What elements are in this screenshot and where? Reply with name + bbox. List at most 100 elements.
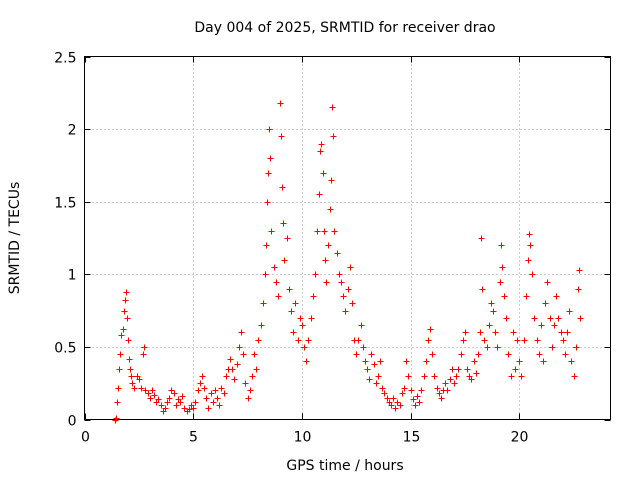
data-point [531,315,538,322]
data-point [121,308,128,315]
data-point [265,170,272,177]
data-point [301,344,308,351]
data-point [179,393,186,400]
data-point [140,351,147,358]
data-point [322,257,329,264]
data-point [238,329,245,336]
data-point [125,337,132,344]
data-point [155,396,162,403]
grid-lines [84,56,611,420]
data-point [151,392,158,399]
x-axis: 0 5 10 15 20 [81,56,528,446]
y-axis: 0 0.5 1 1.5 2 2.5 [54,51,611,430]
data-point [117,351,124,358]
data-point [566,308,573,315]
data-point [316,191,323,198]
data-point [338,279,345,286]
data-point [255,337,262,344]
data-point [281,257,288,264]
data-point [247,387,254,394]
data-point [199,373,206,380]
data-point [264,199,271,206]
data-point [223,373,230,380]
data-point [177,399,184,406]
data-point [141,344,148,351]
data-point [271,264,278,271]
data-point [478,235,485,242]
data-point [266,126,273,133]
data-point [429,351,436,358]
chart-title: Day 004 of 2025, SRMTID for receiver dra… [194,20,495,36]
data-point [129,380,136,387]
data-point [295,337,302,344]
data-point [431,373,438,380]
y-axis-label: SRMTID / TECUs [7,182,23,295]
data-point [427,326,434,333]
x-axis-label: GPS time / hours [286,458,403,474]
data-point [168,387,175,394]
data-point [498,242,505,249]
data-point [562,351,569,358]
data-point [158,402,165,409]
data-point [514,337,521,344]
data-point [551,322,558,329]
data-point [263,242,270,249]
data-point [438,395,445,402]
data-point [216,402,223,409]
data-point [481,337,488,344]
data-point [471,358,478,365]
data-point [227,356,234,363]
data-point [536,351,543,358]
data-point [245,395,252,402]
data-point [203,395,210,402]
data-point [434,385,441,392]
data-point [381,390,388,397]
data-point [364,366,371,373]
data-point [195,387,202,394]
data-point [131,385,138,392]
data-point [468,376,475,383]
x-tick-label: 15 [403,430,421,446]
data-point [521,337,528,344]
data-point [405,373,412,380]
data-point [418,387,425,394]
data-point [549,344,556,351]
data-point [403,358,410,365]
data-point [214,395,221,402]
data-point [423,358,430,365]
data-point [490,308,497,315]
data-point [330,133,337,140]
data-point [544,279,551,286]
data-point [231,376,238,383]
data-point [394,399,401,406]
data-point [258,322,265,329]
data-point [342,308,349,315]
data-point [190,405,197,412]
data-point [358,322,365,329]
data-point [181,405,188,412]
data-point [455,366,462,373]
data-point [147,395,154,402]
data-point [145,390,152,397]
data-point [371,361,378,368]
y-tick-label: 2.5 [54,51,76,67]
data-point [201,385,208,392]
data-point [523,293,530,300]
data-point [408,387,415,394]
data-point [575,286,582,293]
data-point [360,344,367,351]
data-point [534,337,541,344]
y-tick-label: 2 [68,123,77,139]
data-point [347,264,354,271]
data-point [251,351,258,358]
data-point [379,385,386,392]
data-point [317,148,324,155]
data-point [303,358,310,365]
data-point [573,344,580,351]
data-point [268,228,275,235]
data-point [436,390,443,397]
data-point [510,329,517,336]
data-point [114,399,121,406]
data-point [275,293,282,300]
data-point [249,373,256,380]
